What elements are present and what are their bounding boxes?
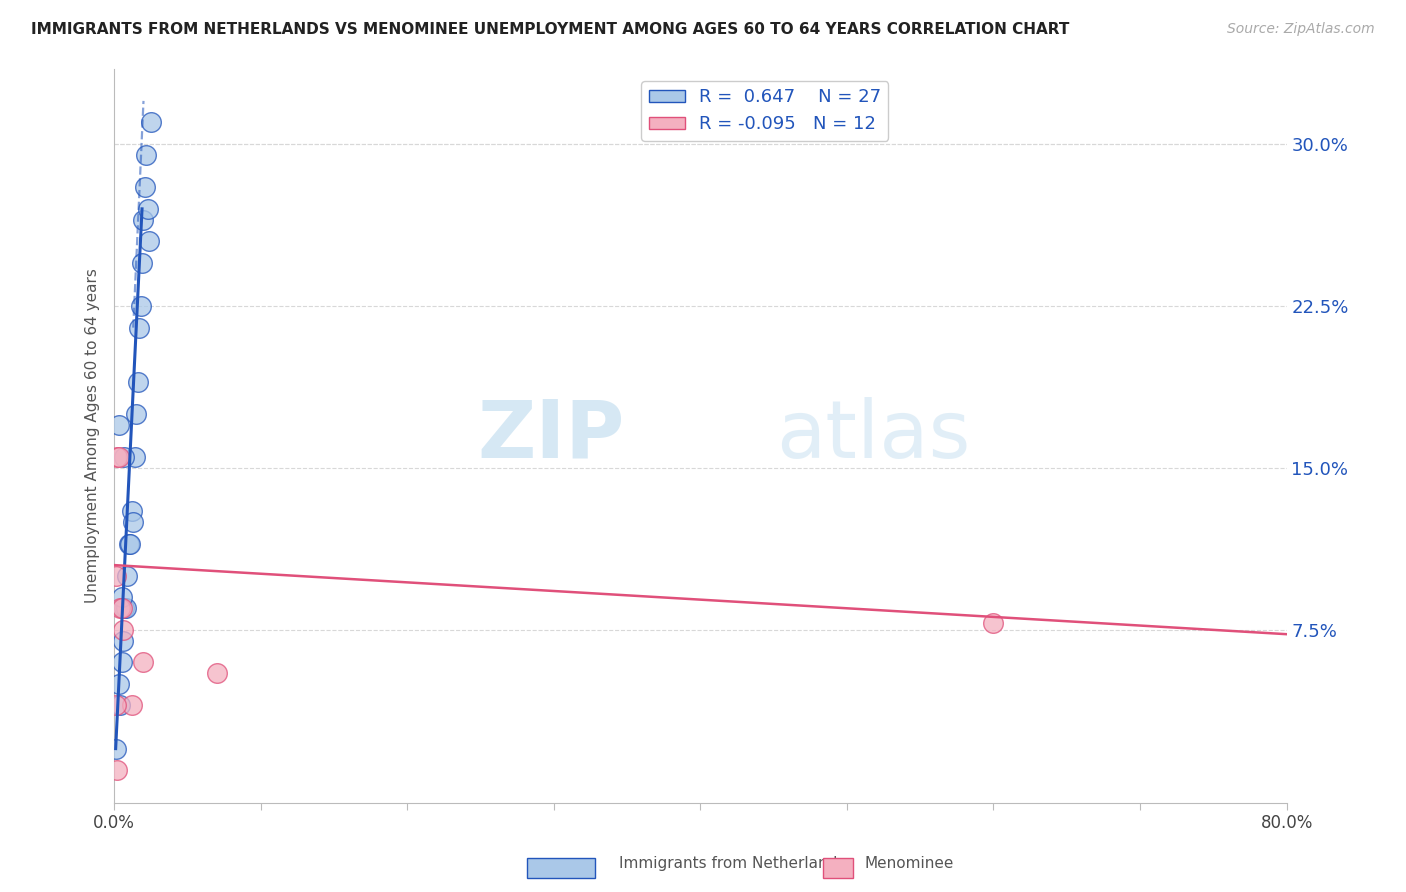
Point [111,623,134,637]
Point [107,417,129,432]
Point [105,763,128,777]
Point [134,180,156,194]
Point [122,515,145,529]
Point [139,115,162,129]
Point [138,234,160,248]
Point [205,666,228,681]
Text: Immigrants from Netherlands: Immigrants from Netherlands [619,856,845,871]
Point [129,299,152,313]
Point [110,601,132,615]
Text: IMMIGRANTS FROM NETHERLANDS VS MENOMINEE UNEMPLOYMENT AMONG AGES 60 TO 64 YEARS : IMMIGRANTS FROM NETHERLANDS VS MENOMINEE… [31,22,1070,37]
Text: Menominee: Menominee [865,856,955,871]
Point [110,591,132,605]
Legend: R =  0.647    N = 27, R = -0.095   N = 12: R = 0.647 N = 27, R = -0.095 N = 12 [641,81,889,141]
Point [108,601,131,615]
Point [104,569,127,583]
Point [132,212,155,227]
Point [132,655,155,669]
Point [120,536,142,550]
Text: atlas: atlas [776,397,972,475]
Point [127,375,149,389]
Point [117,569,139,583]
Point [118,536,141,550]
Point [128,320,150,334]
Point [125,407,148,421]
Point [114,601,136,615]
Point [124,450,146,464]
Point [111,633,134,648]
Y-axis label: Unemployment Among Ages 60 to 64 years: Unemployment Among Ages 60 to 64 years [86,268,100,603]
Text: Source: ZipAtlas.com: Source: ZipAtlas.com [1227,22,1375,37]
Point [110,655,132,669]
Point [107,677,129,691]
Point [131,256,153,270]
Point [121,698,143,713]
Point [135,148,157,162]
Point [121,504,143,518]
Point [108,698,131,713]
Point [104,741,127,756]
Point [107,450,129,464]
Point [104,698,127,713]
Point [115,601,138,615]
Point [136,202,159,216]
Point [983,616,1005,631]
Point [105,450,128,464]
Text: ZIP: ZIP [477,397,624,475]
Point [114,450,136,464]
